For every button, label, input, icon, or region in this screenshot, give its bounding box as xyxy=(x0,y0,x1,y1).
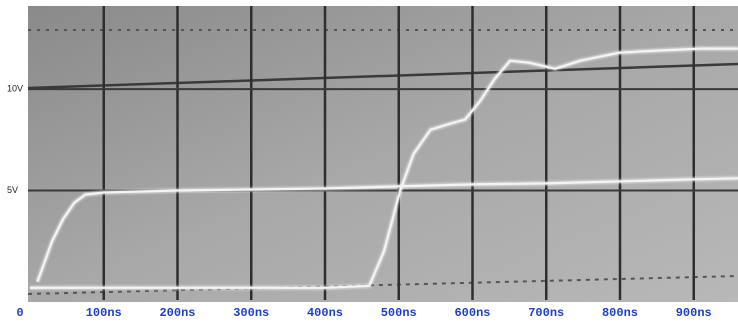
x-tick-label: 800ns xyxy=(602,306,638,320)
page: {"chart_data": {"type": "line", "xlim": … xyxy=(0,0,738,336)
x-tick-label: 0 xyxy=(16,306,23,320)
x-tick-label: 900ns xyxy=(676,306,712,320)
x-tick-label: 400ns xyxy=(307,306,343,320)
chart: 0 100ns 200ns 300ns 400ns 500ns 600ns 700ns 800n… xyxy=(0,0,738,336)
x-tick-label: 300ns xyxy=(233,306,269,320)
x-tick-label: 200ns xyxy=(159,306,195,320)
x-tick-label: 100ns xyxy=(86,306,122,320)
x-tick-label: 700ns xyxy=(528,306,564,320)
x-tick-label: 500ns xyxy=(381,306,417,320)
y-tick-label: 5V xyxy=(7,185,18,195)
y-tick-label: 10V xyxy=(7,83,23,93)
x-tick-label: 600ns xyxy=(454,306,490,320)
